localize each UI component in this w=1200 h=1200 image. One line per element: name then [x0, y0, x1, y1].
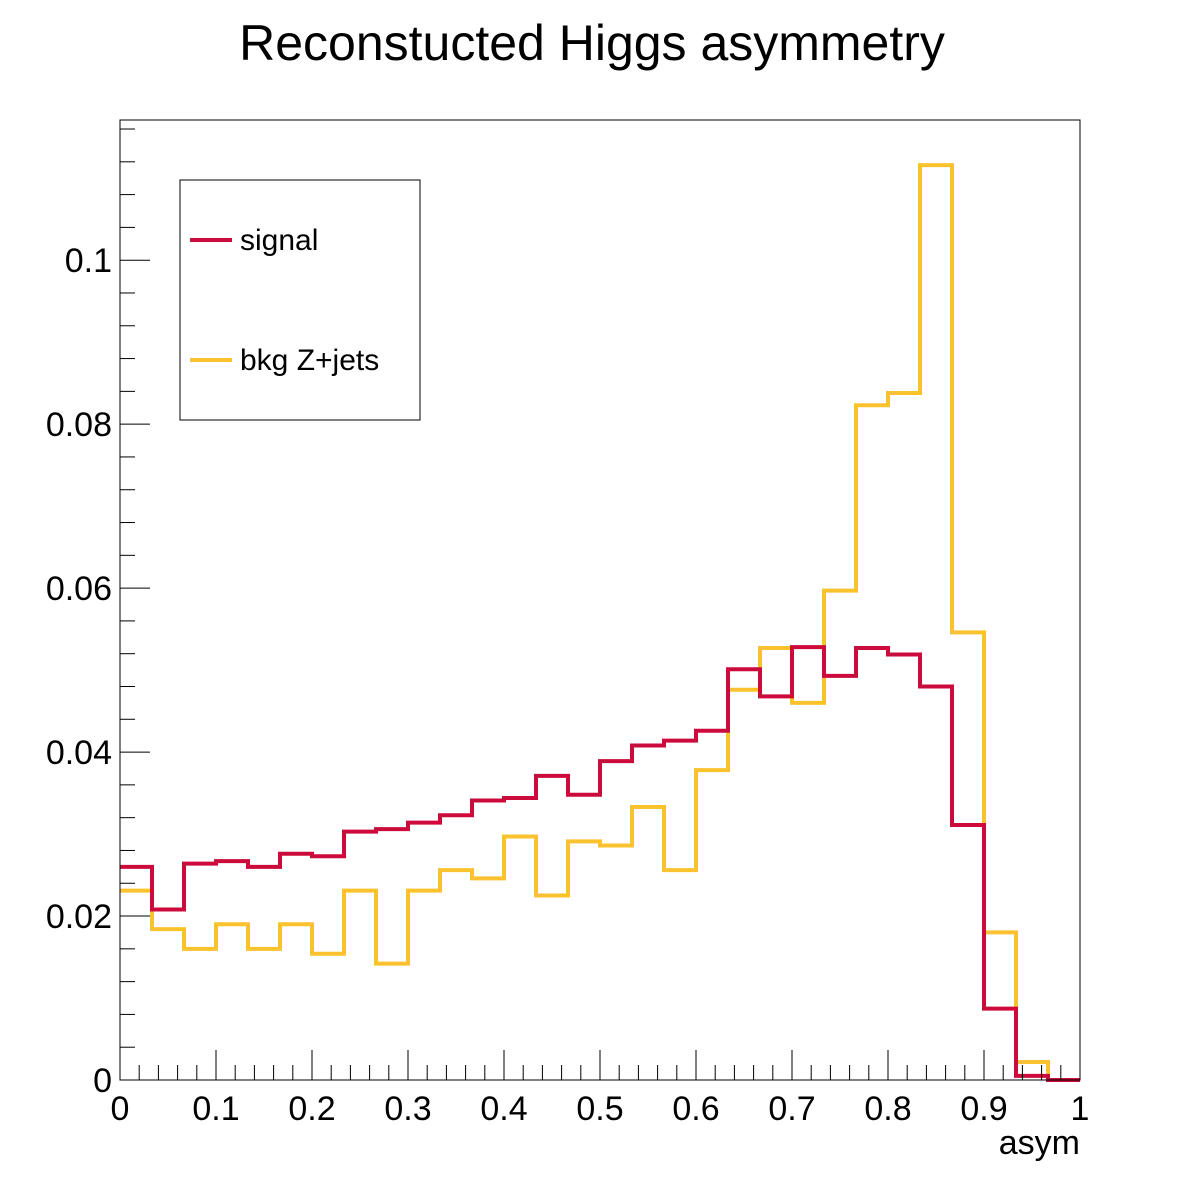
legend: signal bkg Z+jets: [179, 179, 421, 421]
series-line-bkg-z-jets: [120, 163, 1080, 1082]
x-tick-label: 0.7: [768, 1090, 815, 1128]
x-tick-label: 0.8: [864, 1090, 911, 1128]
legend-label-bkg-zjets: bkg Z+jets: [240, 344, 379, 377]
x-tick-label: 0.6: [672, 1090, 719, 1128]
series-layer: [120, 163, 1080, 1082]
x-tick-label: 0.3: [384, 1090, 431, 1128]
x-tick-label: 0.5: [576, 1090, 623, 1128]
chart-title: Reconstucted Higgs asymmetry: [239, 15, 945, 71]
legend-box: [179, 179, 421, 421]
x-tick-label: 0.1: [192, 1090, 239, 1128]
x-tick-label: 0: [111, 1090, 130, 1128]
y-tick-label: 0.08: [46, 406, 112, 444]
x-tick-label: 0.2: [288, 1090, 335, 1128]
legend-label-signal: signal: [240, 224, 318, 257]
y-tick-label: 0: [93, 1062, 112, 1100]
x-axis-label: asym: [999, 1124, 1080, 1162]
x-tick-label: 0.4: [480, 1090, 527, 1128]
x-tick-label: 1: [1071, 1090, 1090, 1128]
y-tick-label: 0.02: [46, 898, 112, 936]
series-line-signal: [120, 645, 1080, 1082]
x-tick-label: 0.9: [960, 1090, 1007, 1128]
axis-layer: 0 0.1 0.2 0.3 0.4 0.5 0.6 0.7 0.8 0.9 1 0 0.02 0.04 0.…: [46, 128, 1090, 1128]
y-tick-label: 0.04: [46, 734, 112, 772]
y-tick-label: 0.1: [65, 242, 112, 280]
y-tick-label: 0.06: [46, 570, 112, 608]
